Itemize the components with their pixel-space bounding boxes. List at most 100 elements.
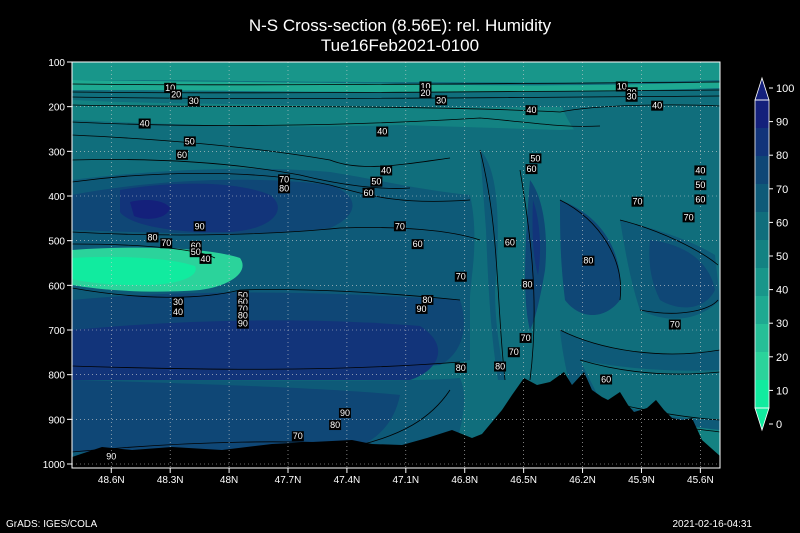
colorbar-label: 10 [776,385,788,397]
svg-text:70: 70 [456,272,466,282]
svg-text:40: 40 [377,127,387,137]
svg-text:70: 70 [238,304,248,314]
x-tick-label: 46.8N [451,475,478,486]
colorbar-segment [755,296,769,324]
colorbar-segment [755,212,769,240]
contour-label: 70 [291,431,304,442]
contour-label: 50 [189,247,202,258]
contour-label: 50 [529,153,542,164]
svg-text:40: 40 [652,101,662,111]
svg-text:90: 90 [340,408,350,418]
contour-label: 70 [393,221,406,232]
svg-text:70: 70 [161,238,171,248]
contour-label: 60 [525,164,538,175]
contour-label: 40 [525,105,538,116]
y-tick-label: 800 [48,371,65,382]
contour-label: 30 [625,91,638,102]
terrain-silhouette [72,372,720,468]
svg-text:90: 90 [238,319,248,329]
contour-label: 90 [193,221,206,232]
svg-text:50: 50 [371,177,381,187]
contour-label: 40 [172,307,185,318]
svg-text:30: 30 [436,95,446,105]
contour-label: 60 [411,239,424,250]
contour-label: 80 [494,361,507,372]
svg-text:60: 60 [526,164,536,174]
svg-text:60: 60 [177,150,187,160]
svg-text:40: 40 [526,105,536,115]
colorbar-segment [755,184,769,212]
svg-text:80: 80 [422,295,432,305]
contour-label: 30 [187,96,200,107]
contour-label: 30 [435,95,448,106]
colorbar-label: 20 [776,352,788,364]
colorbar-label: 100 [776,83,794,95]
contour-label: 60 [189,240,202,251]
y-tick-label: 600 [48,281,65,292]
contour-label: 80 [236,310,249,321]
colorbar: 0 10 20 30 40 50 60 70 80 90 100 [754,76,794,432]
svg-text:10: 10 [420,81,430,91]
svg-text:60: 60 [695,194,705,204]
colorbar-top-arrow [754,76,770,101]
contour-label: 10 [164,82,177,93]
y-tick-label: 400 [48,192,65,203]
contour-label: 80 [582,255,595,266]
contour-label: 70 [278,174,291,185]
contour-label: 60 [503,237,516,248]
svg-text:70: 70 [670,320,680,330]
colorbar-segment [755,268,769,296]
svg-text:50: 50 [185,136,195,146]
contour-label: 10 [419,81,432,92]
colorbar-segment [755,240,769,268]
svg-text:90: 90 [106,451,116,461]
contour-label: 50 [694,180,707,191]
svg-text:80: 80 [495,362,505,372]
contour-label: 80 [146,232,159,243]
svg-text:40: 40 [140,119,150,129]
contour-label: 80 [421,294,434,305]
plot-frame [71,61,721,469]
contour-label: 40 [380,165,393,176]
contour-label: 40 [694,165,707,176]
svg-text:50: 50 [695,180,705,190]
svg-text:50: 50 [191,247,201,257]
contour-label: 90 [105,451,118,462]
x-tick-label: 48.6N [98,475,125,486]
svg-text:60: 60 [413,239,423,249]
contour-label: 60 [600,374,613,385]
contour-label: 50 [236,290,249,301]
svg-text:70: 70 [293,431,303,441]
svg-text:60: 60 [238,297,248,307]
footer-credit: GrADS: IGES/COLA [6,519,98,530]
contour-label: 80 [454,362,467,373]
svg-text:70: 70 [521,333,531,343]
colorbar-label: 30 [776,318,788,330]
x-tick-label: 45.9N [628,475,655,486]
colorbar-segment [755,324,769,352]
contour-label: 80 [521,279,534,290]
svg-text:60: 60 [601,374,611,384]
x-tick-label: 47.1N [392,475,419,486]
contour-label: 60 [362,187,375,198]
svg-text:60: 60 [191,241,201,251]
contour-label: 60 [175,149,188,160]
svg-text:40: 40 [695,165,705,175]
svg-text:80: 80 [238,311,248,321]
svg-text:20: 20 [420,88,430,98]
chart-subtitle: Tue16Feb2021-0100 [320,36,480,55]
contour-label: 60 [694,194,707,205]
contour-label: 70 [160,238,173,249]
contour-label: 40 [651,100,664,111]
contour-label: 70 [507,347,520,358]
svg-text:30: 30 [189,96,199,106]
contour-label: 70 [631,196,644,207]
colorbar-label: 90 [776,117,788,129]
x-tick-label: 47.7N [275,475,302,486]
x-tick-label: 47.4N [334,475,361,486]
svg-text:30: 30 [173,297,183,307]
y-tick-label: 1000 [43,460,66,471]
contour-label: 90 [236,318,249,329]
svg-text:10: 10 [165,83,175,93]
